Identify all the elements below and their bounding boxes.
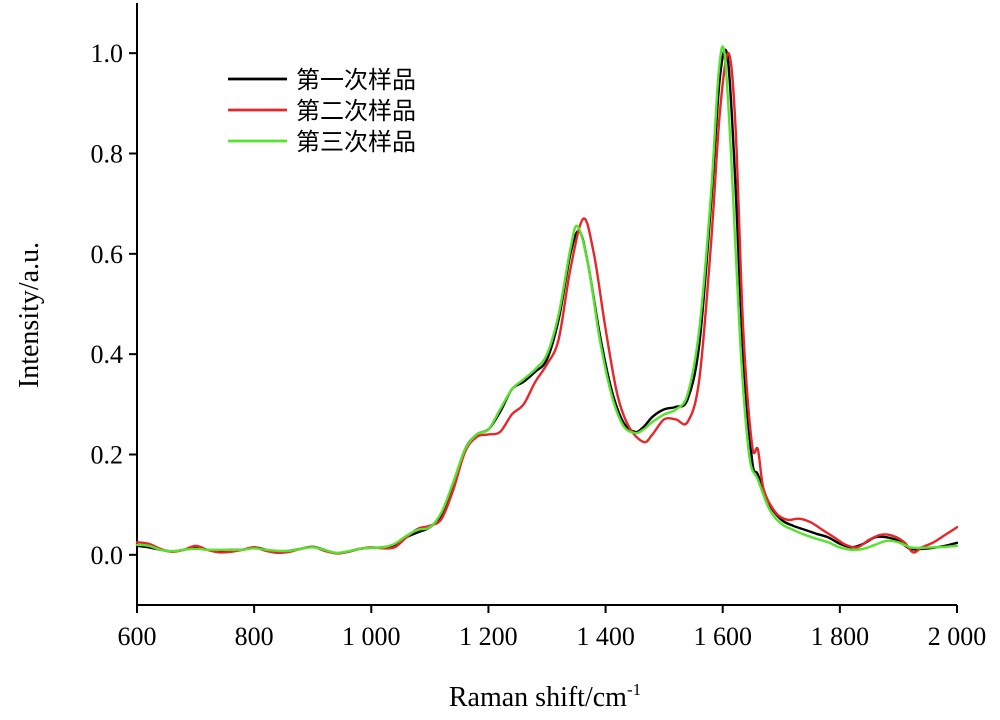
x-tick-label: 600 (118, 622, 157, 651)
x-tick-label: 2 000 (928, 622, 987, 651)
y-tick-label: 0.2 (91, 441, 124, 470)
y-tick-label: 0.6 (91, 240, 124, 269)
x-tick-label: 1 400 (576, 622, 635, 651)
y-tick-label: 0.4 (91, 340, 124, 369)
x-tick-label: 1 000 (342, 622, 401, 651)
x-tick-label: 1 200 (459, 622, 518, 651)
x-tick-label: 1 600 (693, 622, 752, 651)
x-tick-label: 800 (235, 622, 274, 651)
x-axis-title-superscript: -1 (627, 680, 641, 699)
legend-label-1: 第一次样品 (296, 66, 416, 94)
y-tick-label: 0.8 (91, 140, 124, 169)
x-axis-title: Raman shift/cm-1 (449, 680, 641, 713)
series-line-3 (135, 45, 959, 555)
series-line-1 (135, 48, 959, 555)
x-axis-title-main: Raman shift/cm (449, 682, 627, 713)
legend-label-3: 第三次样品 (296, 128, 416, 156)
y-tick-label: 0.0 (91, 541, 124, 570)
legend-label-2: 第二次样品 (296, 97, 416, 125)
axes (136, 3, 957, 606)
y-tick-label: 1.0 (91, 39, 124, 68)
series-line-2 (135, 51, 959, 555)
ticks: 600 800 1 000 1 200 1 400 1 600 1 800 2 000 0.0 0… (91, 39, 987, 651)
plot-area (135, 45, 959, 555)
x-tick-label: 1 800 (811, 622, 870, 651)
y-axis-title: Intensity/a.u. (14, 242, 45, 388)
